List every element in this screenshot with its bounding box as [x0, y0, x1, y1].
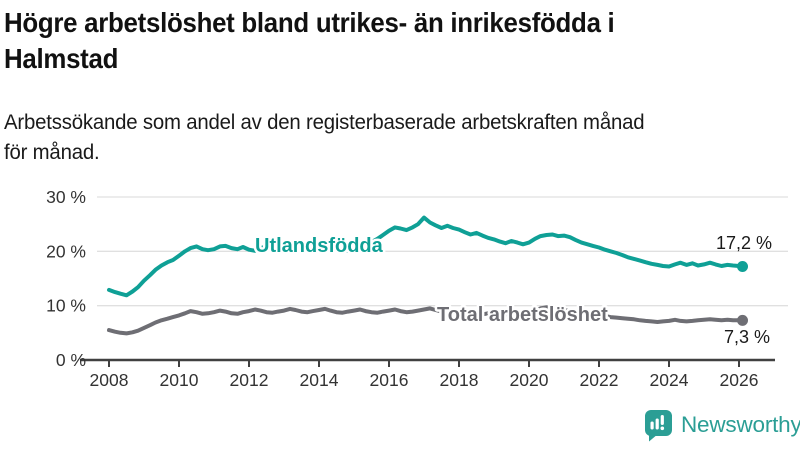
newsworthy-logo[interactable]: Newsworthy: [644, 408, 800, 442]
x-tick-label: 2010: [160, 370, 199, 390]
chart-title: Högre arbetslöshet bland utrikes- än inr…: [4, 5, 615, 77]
line-chart: 2008 2010 2012 2014 2016 2018 2020 2022 2024 2026…: [0, 183, 800, 400]
chart-title-line2: Halmstad: [4, 43, 119, 74]
x-tick-label: 2018: [440, 370, 479, 390]
x-tick-label: 2020: [510, 370, 549, 390]
chart-subtitle: Arbetssökande som andel av den registerb…: [4, 108, 645, 168]
y-tick-label: 0 %: [56, 350, 86, 370]
line-chart-canvas: 2008 2010 2012 2014 2016 2018 2020 2022 2024 2026…: [46, 187, 788, 390]
chart-subtitle-line2: för månad.: [4, 141, 100, 164]
y-tick-label: 30 %: [46, 187, 86, 207]
newsworthy-logo-icon: [645, 409, 672, 441]
newsworthy-logo-text: Newsworthy: [681, 412, 800, 437]
series-end-value-0: 17,2 %: [716, 233, 772, 253]
x-tick-label: 2008: [90, 370, 129, 390]
y-tick-label: 10 %: [46, 296, 86, 316]
series-line-1: [107, 305, 745, 336]
y-tick-label: 20 %: [46, 241, 86, 261]
x-tick-label: 2014: [300, 370, 339, 390]
chart-subtitle-line1: Arbetssökande som andel av den registerb…: [4, 111, 645, 134]
x-tick-label: 2024: [650, 370, 689, 390]
series-label-0: Utlandsfödda: [255, 235, 384, 257]
x-tick-label: 2026: [720, 370, 759, 390]
x-tick-label: 2016: [370, 370, 409, 390]
x-tick-label: 2022: [580, 370, 619, 390]
series-end-dot-0: [737, 261, 748, 273]
chart-title-line1: Högre arbetslöshet bland utrikes- än inr…: [4, 7, 615, 38]
x-tick-label: 2012: [230, 370, 269, 390]
series-end-value-1: 7,3 %: [724, 327, 770, 347]
series-line-0: [107, 215, 745, 298]
series-end-dot-1: [737, 314, 748, 326]
series-label-1: Total arbetslöshet: [437, 304, 608, 326]
